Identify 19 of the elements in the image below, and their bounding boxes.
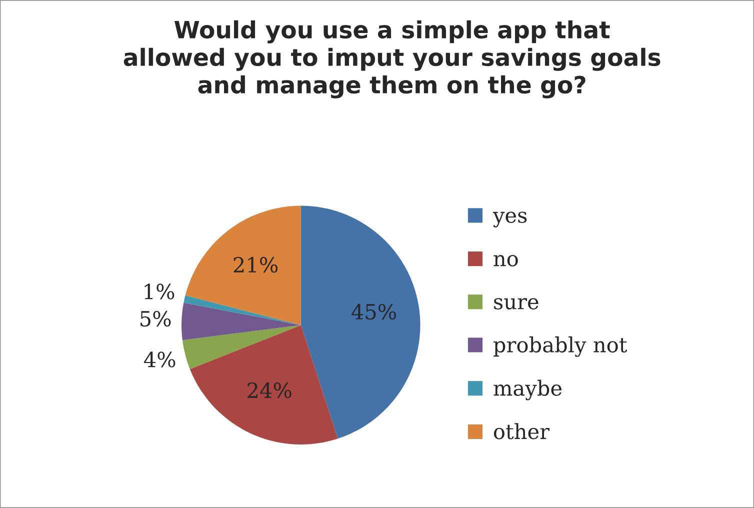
legend-label: yes	[492, 212, 527, 228]
data-label: 1%	[144, 284, 174, 300]
data-label: 4%	[144, 352, 176, 368]
pie-slice	[190, 325, 338, 444]
data-label: 45%	[352, 304, 396, 320]
pie-slice	[300, 206, 420, 439]
legend-label: probably not	[494, 336, 628, 357]
legend-label: other	[494, 423, 550, 440]
pie-slice	[182, 302, 301, 340]
legend-label: sure	[494, 298, 538, 310]
pie-slice	[185, 206, 301, 326]
data-label: 24%	[248, 382, 292, 398]
legend-label: no	[494, 254, 518, 266]
pie-slice	[184, 295, 301, 326]
chart-title: Would you use a simple app that allowed you to imput your savings goals and manage them on the go?	[124, 20, 660, 98]
legend-label: maybe	[494, 380, 562, 400]
pie-slice	[182, 325, 301, 370]
data-label: 21%	[234, 256, 278, 273]
data-label: 5%	[140, 310, 171, 327]
